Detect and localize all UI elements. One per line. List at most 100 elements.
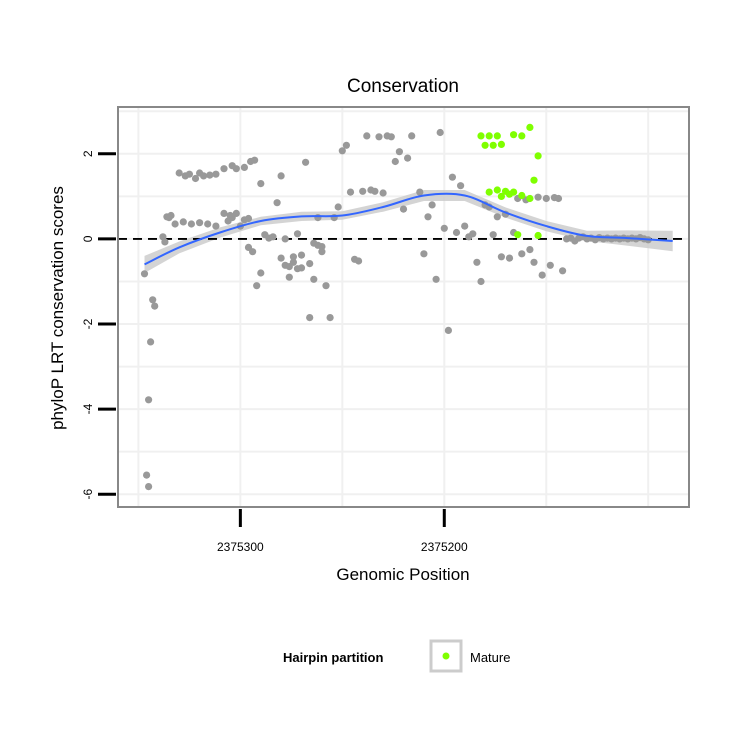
mature-point — [485, 188, 493, 196]
other-point — [526, 246, 534, 254]
other-point — [395, 148, 403, 156]
other-point — [269, 233, 277, 241]
other-point — [379, 189, 387, 197]
other-point — [448, 173, 456, 181]
smooth-line — [144, 192, 673, 266]
other-point — [444, 326, 452, 334]
other-point — [289, 258, 297, 266]
y-tick-label: -2 — [81, 318, 95, 329]
chart-title: Conservation — [347, 76, 459, 97]
mature-point — [485, 132, 493, 140]
mature-point — [530, 176, 538, 184]
y-tick-label: 2 — [81, 150, 95, 157]
other-point — [436, 128, 444, 137]
legend-key-mature-dot — [442, 652, 450, 660]
mature-point — [497, 140, 505, 148]
x-axis-title: Genomic Position — [336, 565, 469, 584]
other-point — [220, 209, 228, 217]
other-point — [251, 156, 259, 164]
other-point — [371, 187, 379, 195]
other-point — [206, 171, 214, 179]
other-point — [145, 483, 153, 491]
other-point — [432, 275, 440, 283]
other-point — [387, 133, 395, 141]
y-tick-label: 0 — [81, 235, 95, 242]
other-point — [257, 180, 265, 188]
other-point — [200, 172, 208, 180]
other-point — [326, 314, 334, 322]
other-point — [253, 282, 261, 290]
other-point — [297, 251, 306, 259]
other-point — [363, 132, 371, 140]
other-point — [306, 260, 314, 268]
other-point — [404, 154, 412, 162]
other-point — [145, 396, 153, 404]
other-point — [204, 220, 212, 228]
other-point — [542, 194, 550, 203]
y-tick-label: -6 — [81, 489, 95, 500]
other-point — [399, 205, 408, 213]
other-point — [322, 282, 330, 290]
other-point — [342, 141, 350, 149]
other-point — [281, 235, 289, 243]
mature-point — [497, 192, 505, 200]
x-tick-label: 2375300 — [217, 540, 264, 554]
other-point — [293, 230, 302, 238]
legend: Hairpin partition Mature — [283, 639, 510, 673]
other-point — [534, 193, 542, 201]
other-point — [232, 165, 240, 173]
mature-point — [518, 132, 526, 140]
other-point — [289, 253, 297, 261]
mature-point — [526, 194, 534, 203]
other-point — [338, 147, 346, 155]
other-point — [505, 254, 514, 262]
other-point — [257, 269, 265, 277]
other-point — [161, 238, 169, 246]
other-point — [306, 314, 314, 322]
y-axis-title: phyloP LRT conservation scores — [48, 186, 67, 430]
other-point — [493, 213, 501, 221]
other-point — [191, 174, 200, 183]
mature-point — [505, 190, 514, 198]
other-point — [424, 213, 432, 221]
x-tick-label: 2375200 — [421, 540, 468, 554]
other-point — [461, 222, 469, 230]
other-point — [212, 222, 220, 230]
mature-point — [493, 186, 501, 194]
other-point — [244, 214, 253, 223]
other-point — [489, 231, 497, 239]
mature-point — [518, 191, 526, 200]
other-point — [359, 187, 367, 195]
other-point — [554, 194, 563, 203]
other-point — [143, 471, 151, 479]
other-point — [457, 182, 465, 190]
other-point — [140, 270, 149, 278]
other-point — [530, 258, 538, 266]
other-point — [559, 267, 567, 275]
other-point — [477, 277, 485, 286]
other-point — [497, 253, 505, 261]
mature-point — [534, 231, 542, 240]
other-point — [408, 132, 416, 140]
legend-title: Hairpin partition — [283, 650, 383, 665]
other-point — [346, 188, 355, 196]
panel-background — [118, 107, 689, 507]
other-point — [314, 214, 322, 222]
y-tick-label: -4 — [81, 403, 95, 414]
other-point — [469, 230, 477, 238]
other-point — [196, 219, 204, 227]
other-point — [277, 254, 285, 262]
mature-point — [509, 131, 518, 139]
other-point — [518, 250, 526, 258]
other-point — [428, 201, 436, 209]
other-point — [273, 199, 281, 207]
plot-panel — [118, 107, 689, 507]
other-point — [375, 133, 383, 141]
other-point — [249, 248, 257, 256]
other-point — [185, 170, 193, 178]
other-point — [538, 271, 546, 279]
other-point — [420, 250, 428, 258]
mature-point — [493, 132, 501, 140]
